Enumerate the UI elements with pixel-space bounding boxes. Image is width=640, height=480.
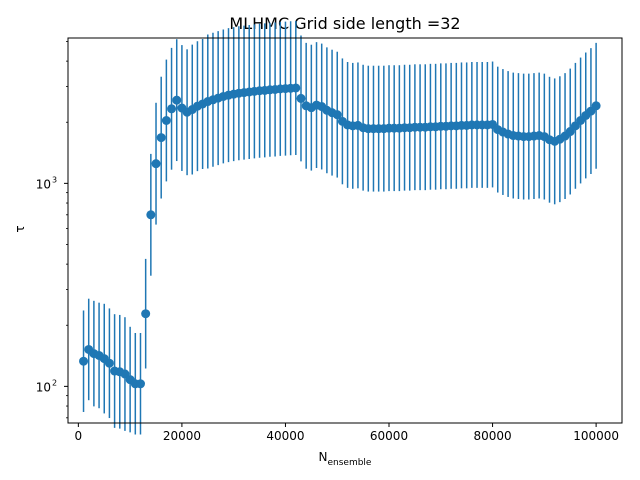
data-point [291,83,301,93]
data-point [79,356,89,366]
data-point [332,110,342,120]
axes-frame [67,37,623,424]
data-point [591,101,601,111]
y-tick-label: 10 [36,177,51,191]
y-tick-label: 10 [36,380,51,394]
data-point [151,159,161,169]
y-tick-label-exponent: 2 [52,378,57,387]
data-point [135,379,145,389]
x-tick-label: 100000 [573,429,619,443]
x-axis-label-main: N [319,450,328,464]
data-point [167,104,177,114]
data-point [156,133,166,143]
x-axis-label: Nensemble [319,450,372,468]
x-axis-label-subscript: ensemble [327,458,371,468]
y-tick-label-exponent: 3 [52,175,57,184]
data-point [565,127,575,137]
data-point [161,115,171,125]
x-tick-label: 60000 [370,429,408,443]
chart-title: MLHMC Grid side length =32 [229,14,460,33]
x-tick-label: 0 [75,429,83,443]
plot-area [79,20,601,435]
data-point [172,95,182,105]
x-tick-label: 80000 [473,429,511,443]
data-point [146,210,156,220]
data-point [296,93,306,103]
x-tick-label: 40000 [266,429,304,443]
x-tick-label: 20000 [163,429,201,443]
data-point [141,309,151,319]
data-point [104,358,114,368]
y-axis-label: τ [13,225,27,232]
